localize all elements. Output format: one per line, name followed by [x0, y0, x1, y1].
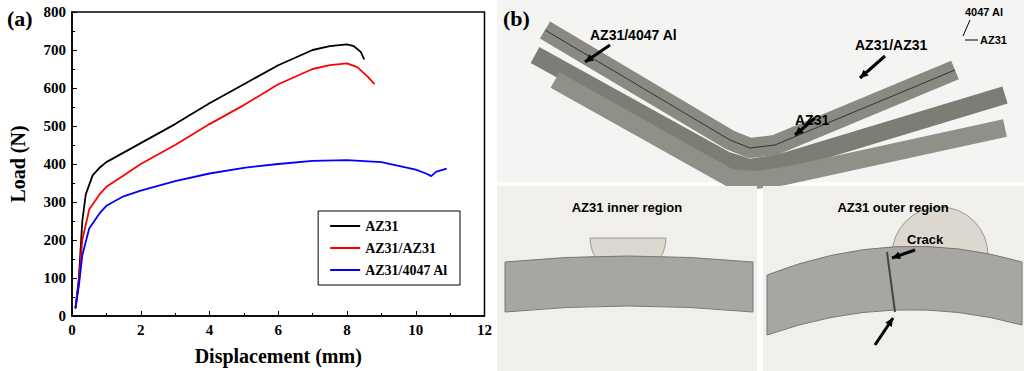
svg-text:(a): (a)	[7, 6, 33, 31]
svg-text:Displacement (mm): Displacement (mm)	[195, 345, 362, 368]
svg-text:700: 700	[44, 42, 67, 58]
svg-text:AZ31/AZ31: AZ31/AZ31	[855, 37, 928, 53]
svg-text:0: 0	[68, 322, 76, 338]
svg-text:500: 500	[44, 118, 67, 134]
svg-text:800: 800	[44, 4, 67, 20]
svg-text:8: 8	[343, 322, 351, 338]
svg-text:AZ31 inner region: AZ31 inner region	[572, 200, 683, 215]
svg-text:4047 Al: 4047 Al	[965, 6, 1003, 18]
svg-text:4: 4	[206, 322, 214, 338]
svg-text:AZ31 outer region: AZ31 outer region	[837, 200, 948, 215]
svg-text:300: 300	[44, 194, 67, 210]
svg-text:AZ31: AZ31	[980, 34, 1007, 46]
svg-text:0: 0	[59, 308, 67, 324]
svg-text:AZ31: AZ31	[795, 112, 830, 128]
svg-text:600: 600	[44, 80, 67, 96]
svg-text:AZ31/4047 Al: AZ31/4047 Al	[365, 263, 447, 278]
svg-text:10: 10	[408, 322, 423, 338]
svg-text:200: 200	[44, 232, 67, 248]
svg-text:Load (N): Load (N)	[7, 125, 30, 202]
svg-text:100: 100	[44, 270, 67, 286]
svg-text:Crack: Crack	[907, 232, 944, 247]
svg-text:AZ31: AZ31	[365, 219, 398, 234]
svg-text:AZ31/AZ31: AZ31/AZ31	[365, 241, 436, 256]
svg-text:6: 6	[275, 322, 283, 338]
svg-text:2: 2	[137, 322, 145, 338]
svg-text:(b): (b)	[503, 6, 530, 31]
svg-text:AZ31/4047 Al: AZ31/4047 Al	[590, 27, 677, 43]
svg-text:12: 12	[477, 322, 492, 338]
svg-text:400: 400	[44, 156, 67, 172]
